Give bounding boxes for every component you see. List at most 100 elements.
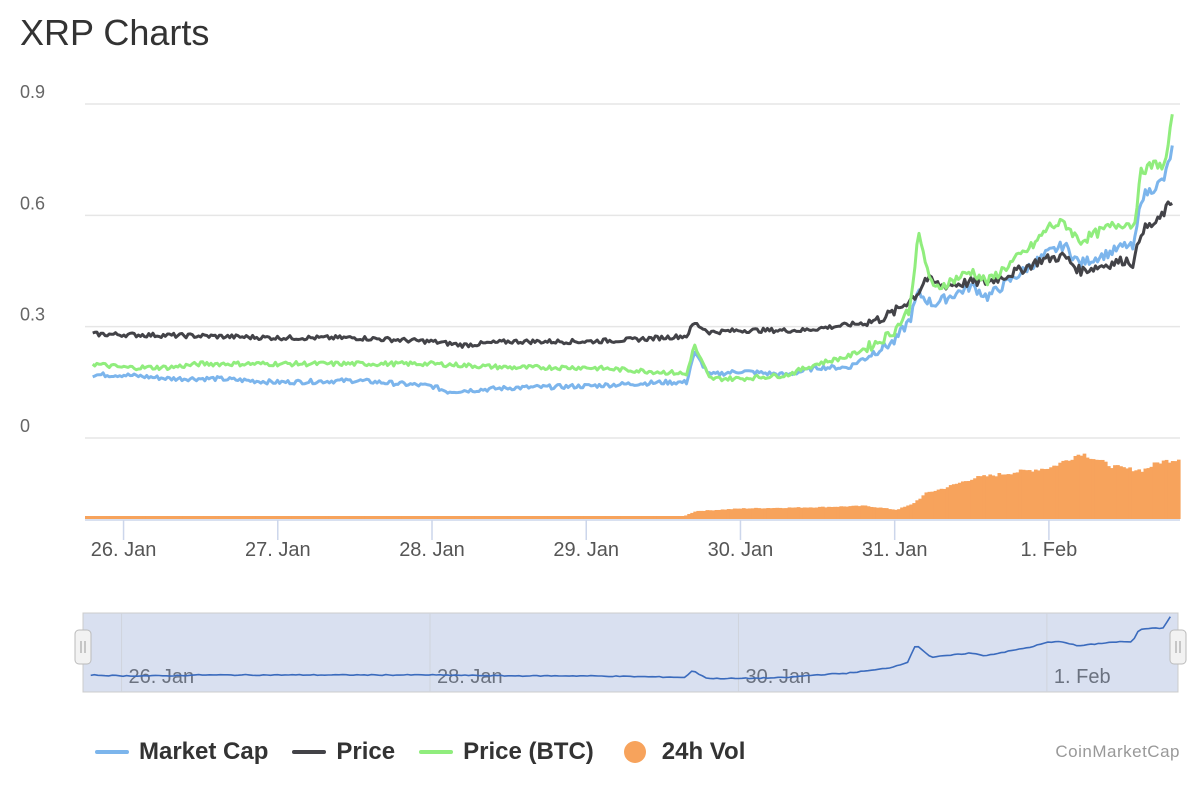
navigator-tick-label: 28. Jan — [437, 666, 503, 688]
volume-column — [383, 516, 387, 519]
volume-column — [1167, 462, 1172, 519]
volume-column — [227, 516, 232, 519]
volume-column — [754, 507, 758, 519]
volume-column — [519, 516, 524, 519]
volume-column — [300, 516, 305, 519]
volume-column — [994, 476, 999, 519]
volume-column — [164, 516, 168, 519]
volume-column — [811, 507, 816, 519]
volume-column — [1046, 468, 1050, 519]
volume-column — [951, 484, 956, 519]
volume-column — [830, 506, 834, 519]
volume-column — [778, 507, 783, 519]
legend-item-price-btc[interactable]: Price (BTC) — [419, 738, 594, 766]
volume-column — [592, 516, 597, 519]
x-axis: 26. Jan 27. Jan 28. Jan 29. Jan 30. Jan 31. J… — [85, 519, 1180, 561]
volume-column — [638, 516, 643, 519]
volume-column — [711, 510, 716, 519]
volume-column — [1061, 460, 1066, 519]
volume-column — [1100, 459, 1105, 519]
volume-column — [1058, 462, 1062, 519]
volume-column — [148, 516, 153, 519]
series-line-market-cap[interactable] — [92, 145, 1174, 395]
volume-column — [130, 516, 135, 519]
navigator-handle-right[interactable] — [1169, 629, 1187, 665]
volume-column — [824, 507, 828, 519]
legend-item-24h-vol[interactable]: 24h Vol — [618, 738, 745, 766]
volume-column — [577, 516, 582, 519]
legend-symbol — [623, 741, 646, 763]
volume-column — [328, 516, 332, 519]
volume-column — [903, 506, 907, 519]
volume-column — [398, 516, 402, 519]
volume-column — [769, 508, 774, 519]
volume-column — [507, 516, 512, 519]
volume-column — [258, 516, 263, 519]
volume-column — [678, 516, 682, 519]
volume-column — [112, 516, 117, 519]
volume-column — [881, 508, 886, 519]
volume-column — [85, 516, 89, 519]
volume-column — [930, 491, 935, 519]
volume-column — [745, 508, 749, 519]
volume-column — [267, 516, 272, 519]
navigator-mask[interactable] — [82, 612, 1179, 693]
legend-item-market-cap[interactable]: Market Cap — [95, 738, 268, 766]
volume-column — [799, 507, 804, 519]
volume-column — [431, 516, 436, 519]
volume-column — [857, 506, 862, 519]
volume-column — [1024, 470, 1029, 519]
volume-column — [927, 491, 932, 519]
volume-column — [367, 516, 372, 519]
volume-column — [498, 516, 503, 519]
volume-column — [273, 516, 278, 519]
volume-column — [173, 516, 177, 519]
volume-column — [732, 508, 737, 519]
volume-column — [209, 516, 214, 519]
volume-column — [170, 516, 174, 519]
volume-column — [933, 490, 938, 519]
volume-column — [748, 508, 752, 519]
volume-column — [516, 516, 521, 519]
volume-column — [194, 516, 199, 519]
legend: Market Cap Price Price (BTC) 24h Vol — [95, 734, 745, 770]
legend-item-price[interactable]: Price — [292, 738, 395, 766]
volume-column — [322, 516, 326, 519]
volume-column — [1122, 467, 1126, 519]
volume-column — [954, 483, 959, 519]
credits-link[interactable]: CoinMarketCap — [1055, 742, 1180, 761]
volume-column — [784, 508, 789, 519]
volume-column — [1009, 474, 1014, 519]
volume-column — [669, 516, 673, 519]
volume-column — [1070, 459, 1075, 519]
navigator-handle-left[interactable] — [74, 629, 92, 665]
volume-column — [288, 516, 293, 519]
volume-column — [264, 516, 269, 519]
volume-column — [459, 516, 463, 519]
volume-column — [145, 516, 150, 519]
volume-column — [620, 516, 624, 519]
y-axis-ticks: 0 0.3 0.6 0.9 — [20, 82, 45, 436]
volume-column — [1116, 465, 1120, 519]
series-line-price[interactable] — [92, 200, 1173, 349]
volume-column — [419, 516, 424, 519]
volume-column — [717, 509, 722, 519]
volume-column — [1003, 474, 1008, 519]
volume-column — [836, 506, 840, 519]
volume-column — [805, 507, 810, 519]
volume-column — [553, 516, 558, 519]
series-line-price-btc-[interactable] — [91, 114, 1174, 383]
volume-column — [121, 516, 126, 519]
volume-column — [662, 516, 667, 519]
volume-column — [471, 516, 475, 519]
volume-column — [218, 516, 223, 519]
x-tick-label: 31. Jan — [862, 539, 928, 561]
volume-column — [373, 516, 378, 519]
volume-column — [416, 516, 421, 519]
volume-column — [331, 516, 336, 519]
volume-column — [1146, 468, 1151, 519]
volume-column — [1034, 469, 1038, 519]
volume-column — [875, 507, 880, 519]
volume-column — [364, 516, 369, 519]
volume-column — [106, 516, 110, 519]
